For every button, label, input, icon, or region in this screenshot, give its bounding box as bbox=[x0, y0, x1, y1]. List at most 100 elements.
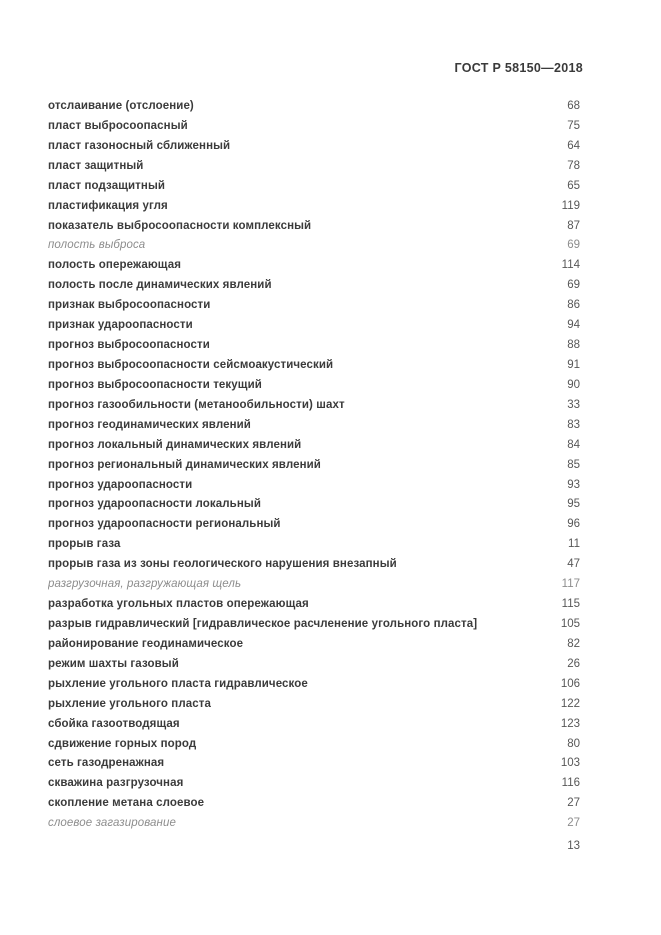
term-label: сеть газодренажная bbox=[48, 757, 165, 770]
term-label: прогноз геодинамических явлений bbox=[48, 418, 251, 431]
term-label: пласт подзащитный bbox=[48, 179, 166, 192]
index-entry-row: прорыв газа 11 bbox=[48, 535, 580, 555]
term-label: прогноз выбросоопасности текущий bbox=[48, 378, 262, 391]
term-label: пласт защитный bbox=[48, 159, 144, 172]
page-number: 80 bbox=[567, 737, 580, 750]
index-entry-row: пласт защитный 78 bbox=[48, 157, 580, 177]
index-entry-row: сбойка газоотводящая 123 bbox=[48, 715, 580, 735]
page-number: 93 bbox=[567, 478, 580, 491]
term-label: признак удароопасности bbox=[48, 319, 193, 332]
page-number: 87 bbox=[567, 219, 580, 232]
page-number: 91 bbox=[567, 358, 580, 371]
index-entry-row: прогноз выбросоопасности 88 bbox=[48, 336, 580, 356]
term-label: прогноз удароопасности региональный bbox=[48, 518, 281, 531]
term-label: разработка угольных пластов опережающая bbox=[48, 598, 309, 611]
index-entry-row: прорыв газа из зоны геологического наруш… bbox=[48, 555, 580, 575]
index-entry-row: прогноз газообильности (метанообильности… bbox=[48, 396, 580, 416]
index-entry-row: рыхление угольного пласта гидравлическое… bbox=[48, 675, 580, 695]
index-entry-row: разработка угольных пластов опережающая … bbox=[48, 595, 580, 615]
page-number: 88 bbox=[567, 339, 580, 352]
page-number: 65 bbox=[567, 179, 580, 192]
page-number: 84 bbox=[567, 438, 580, 451]
page-number: 86 bbox=[567, 299, 580, 312]
document-header-title: ГОСТ Р 58150—2018 bbox=[454, 61, 583, 75]
term-label: пластификация угля bbox=[48, 199, 168, 212]
term-label: прогноз выбросоопасности bbox=[48, 339, 210, 352]
index-entry-row: районирование геодинамическое 82 bbox=[48, 635, 580, 655]
index-entry-row: слоевое загазирование 27 bbox=[48, 814, 580, 834]
index-entry-row: прогноз локальный динамических явлений 8… bbox=[48, 436, 580, 456]
page-number: 114 bbox=[561, 259, 580, 272]
index-entry-row: пластификация угля 119 bbox=[48, 197, 580, 217]
index-entry-row: пласт выбросоопасный 75 bbox=[48, 117, 580, 137]
term-label: разрыв гидравлический [гидравлическое ра… bbox=[48, 617, 478, 630]
term-label: прогноз выбросоопасности сейсмоакустичес… bbox=[48, 358, 334, 371]
page-number: 103 bbox=[560, 757, 580, 770]
term-label: рыхление угольного пласта гидравлическое bbox=[48, 677, 308, 690]
index-entry-row: признак удароопасности 94 bbox=[48, 316, 580, 336]
term-label: признак выбросоопасности bbox=[48, 299, 211, 312]
term-label: сбойка газоотводящая bbox=[48, 717, 180, 730]
index-entry-row: рыхление угольного пласта 122 bbox=[48, 695, 580, 715]
index-entry-row: пласт газоносный сближенный 64 bbox=[48, 137, 580, 157]
term-label: полость после динамических явлений bbox=[48, 279, 272, 292]
term-label: слоевое загазирование bbox=[48, 817, 176, 830]
page-number: 94 bbox=[567, 319, 580, 332]
index-entry-row: полость опережающая 114 bbox=[48, 256, 580, 276]
page-number: 115 bbox=[561, 598, 580, 611]
index-entry-row: прогноз удароопасности региональный 96 bbox=[48, 515, 580, 535]
page-number: 123 bbox=[560, 717, 580, 730]
page-number: 69 bbox=[567, 239, 580, 252]
term-label: пласт газоносный сближенный bbox=[48, 139, 231, 152]
term-label: прогноз региональный динамических явлени… bbox=[48, 458, 321, 471]
index-entry-row: отслаивание (отслоение) 68 bbox=[48, 97, 580, 117]
index-entry-row: полость после динамических явлений 69 bbox=[48, 276, 580, 296]
term-label: скважина разгрузочная bbox=[48, 777, 184, 790]
page-number: 68 bbox=[567, 100, 580, 112]
page-number: 119 bbox=[561, 199, 580, 212]
index-entry-row: прогноз выбросоопасности сейсмоакустичес… bbox=[48, 356, 580, 376]
index-entry-row: разрыв гидравлический [гидравлическое ра… bbox=[48, 615, 580, 635]
index-entry-row: режим шахты газовый 26 bbox=[48, 655, 580, 675]
index-entry-row: показатель выбросоопасности комплексный … bbox=[48, 217, 580, 237]
index-entry-row: полость выброса 69 bbox=[48, 236, 580, 256]
page-number: 27 bbox=[567, 797, 580, 810]
term-label: показатель выбросоопасности комплексный bbox=[48, 219, 312, 232]
page-number: 69 bbox=[567, 279, 580, 292]
index-entry-row: скопление метана слоевое 27 bbox=[48, 794, 580, 814]
page-number: 78 bbox=[567, 159, 580, 172]
term-label: прогноз удароопасности bbox=[48, 478, 193, 491]
page-number: 116 bbox=[561, 777, 580, 790]
index-entry-row: прогноз выбросоопасности текущий 90 bbox=[48, 376, 580, 396]
index-entry-row: пласт подзащитный 65 bbox=[48, 177, 580, 197]
index-entry-row: сдвижение горных пород 80 bbox=[48, 735, 580, 755]
term-label: прорыв газа из зоны геологического наруш… bbox=[48, 558, 397, 571]
term-label: скопление метана слоевое bbox=[48, 797, 205, 810]
page-number: 75 bbox=[567, 119, 580, 132]
index-entry-row: прогноз удароопасности 93 bbox=[48, 476, 580, 496]
index-entry-row: прогноз региональный динамических явлени… bbox=[48, 456, 580, 476]
page-number: 33 bbox=[567, 398, 580, 411]
page-number: 122 bbox=[560, 697, 580, 710]
page-number: 27 bbox=[567, 817, 580, 830]
term-label: режим шахты газовый bbox=[48, 657, 179, 670]
page-number: 95 bbox=[567, 498, 580, 511]
term-label: полость опережающая bbox=[48, 259, 181, 272]
index-entry-row: скважина разгрузочная 116 bbox=[48, 774, 580, 794]
term-label: отслаивание (отслоение) bbox=[48, 100, 194, 112]
page-number: 26 bbox=[567, 657, 580, 670]
page-number: 90 bbox=[567, 378, 580, 391]
index-entry-row: прогноз геодинамических явлений 83 bbox=[48, 416, 580, 436]
term-label: прогноз локальный динамических явлений bbox=[48, 438, 302, 451]
page-number: 64 bbox=[567, 139, 580, 152]
page-number: 105 bbox=[560, 617, 580, 630]
page-number: 82 bbox=[567, 637, 580, 650]
page-number: 83 bbox=[567, 418, 580, 431]
term-label: разгрузочная, разгружающая щель bbox=[48, 578, 242, 591]
term-label: сдвижение горных пород bbox=[48, 737, 197, 750]
footer-page-number: 13 bbox=[567, 840, 580, 852]
page-number: 106 bbox=[560, 677, 580, 690]
term-label: прогноз удароопасности локальный bbox=[48, 498, 261, 511]
index-list: отслаивание (отслоение) 68 пласт выбросо… bbox=[48, 97, 580, 834]
